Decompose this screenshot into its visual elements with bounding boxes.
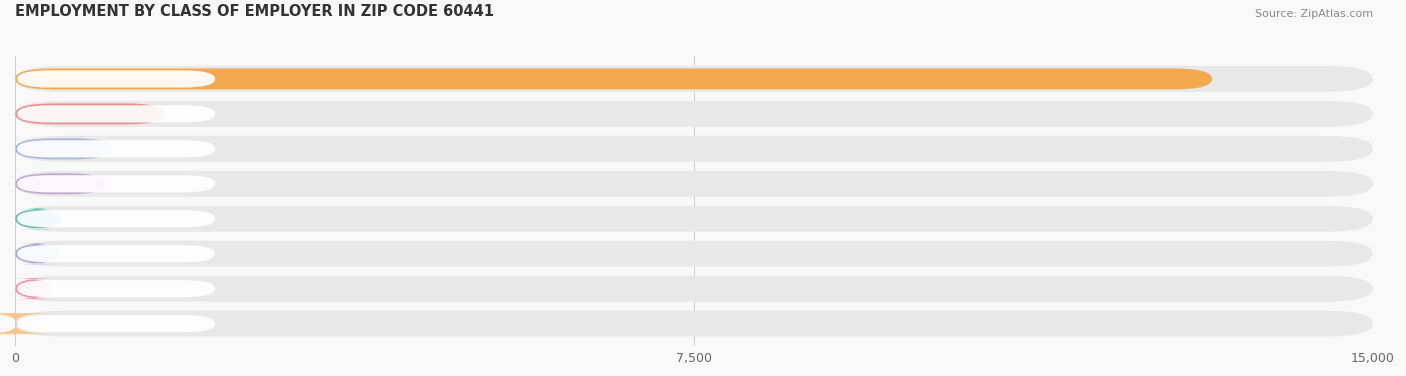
Text: 406: 406 [112,282,134,295]
Text: 476: 476 [118,247,141,260]
Text: State Government Employees: State Government Employees [28,212,205,225]
Text: 507: 507 [121,212,143,225]
Text: Local Government Employees: Local Government Employees [30,108,205,120]
Text: Self-Employed (Incorporated): Self-Employed (Incorporated) [31,177,204,190]
Text: 13,225: 13,225 [1156,73,1198,85]
Text: 21: 21 [77,317,91,330]
Text: 1,074: 1,074 [173,143,205,155]
Text: Private Company Employees: Private Company Employees [32,73,202,85]
Text: Unpaid Family Workers: Unpaid Family Workers [49,317,184,330]
Text: 1,007: 1,007 [166,177,200,190]
Text: Not-for-profit Organizations: Not-for-profit Organizations [37,143,198,155]
Text: Federal Government Employees: Federal Government Employees [22,247,212,260]
Text: EMPLOYMENT BY CLASS OF EMPLOYER IN ZIP CODE 60441: EMPLOYMENT BY CLASS OF EMPLOYER IN ZIP C… [15,3,494,18]
Text: 1,652: 1,652 [225,108,259,120]
Text: Self-Employed (Not Incorporated): Self-Employed (Not Incorporated) [18,282,217,295]
Text: Source: ZipAtlas.com: Source: ZipAtlas.com [1254,9,1372,18]
